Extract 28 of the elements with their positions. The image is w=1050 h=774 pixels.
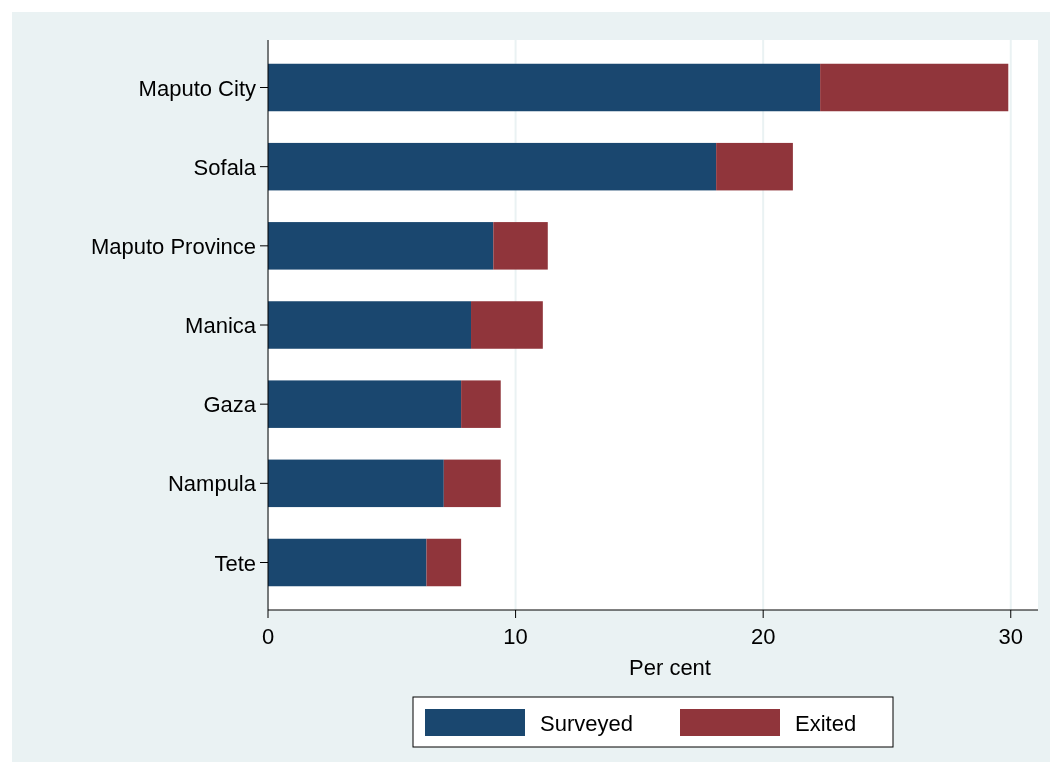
legend-label: Surveyed xyxy=(540,711,633,736)
bar xyxy=(426,538,462,587)
x-tick-label: 20 xyxy=(750,624,776,649)
y-tick-label: Maputo City xyxy=(138,75,256,101)
x-axis-title: Per cent xyxy=(629,655,711,680)
x-tick-label: 0 xyxy=(261,624,275,649)
bar xyxy=(493,222,548,270)
bar xyxy=(443,459,501,508)
y-tick-label: Tete xyxy=(214,550,256,576)
bar xyxy=(268,538,427,587)
bar xyxy=(471,301,543,349)
y-tick-label: Manica xyxy=(185,313,257,338)
x-tick-label: 30 xyxy=(998,624,1024,649)
bar xyxy=(268,63,821,112)
y-tick-label: Gaza xyxy=(203,392,257,418)
bar xyxy=(461,380,501,428)
legend-label: Exited xyxy=(795,711,857,736)
y-tick-label: Nampula xyxy=(167,471,257,497)
bar xyxy=(268,301,472,349)
bar xyxy=(716,142,793,191)
x-tick-label: 10 xyxy=(503,624,528,649)
bar xyxy=(268,459,444,508)
y-tick-label: Maputo Province xyxy=(90,233,256,259)
bar xyxy=(268,380,462,428)
y-tick-label: Sofala xyxy=(193,154,257,180)
bar xyxy=(820,63,1009,112)
bar xyxy=(268,222,494,270)
bar xyxy=(268,142,717,191)
